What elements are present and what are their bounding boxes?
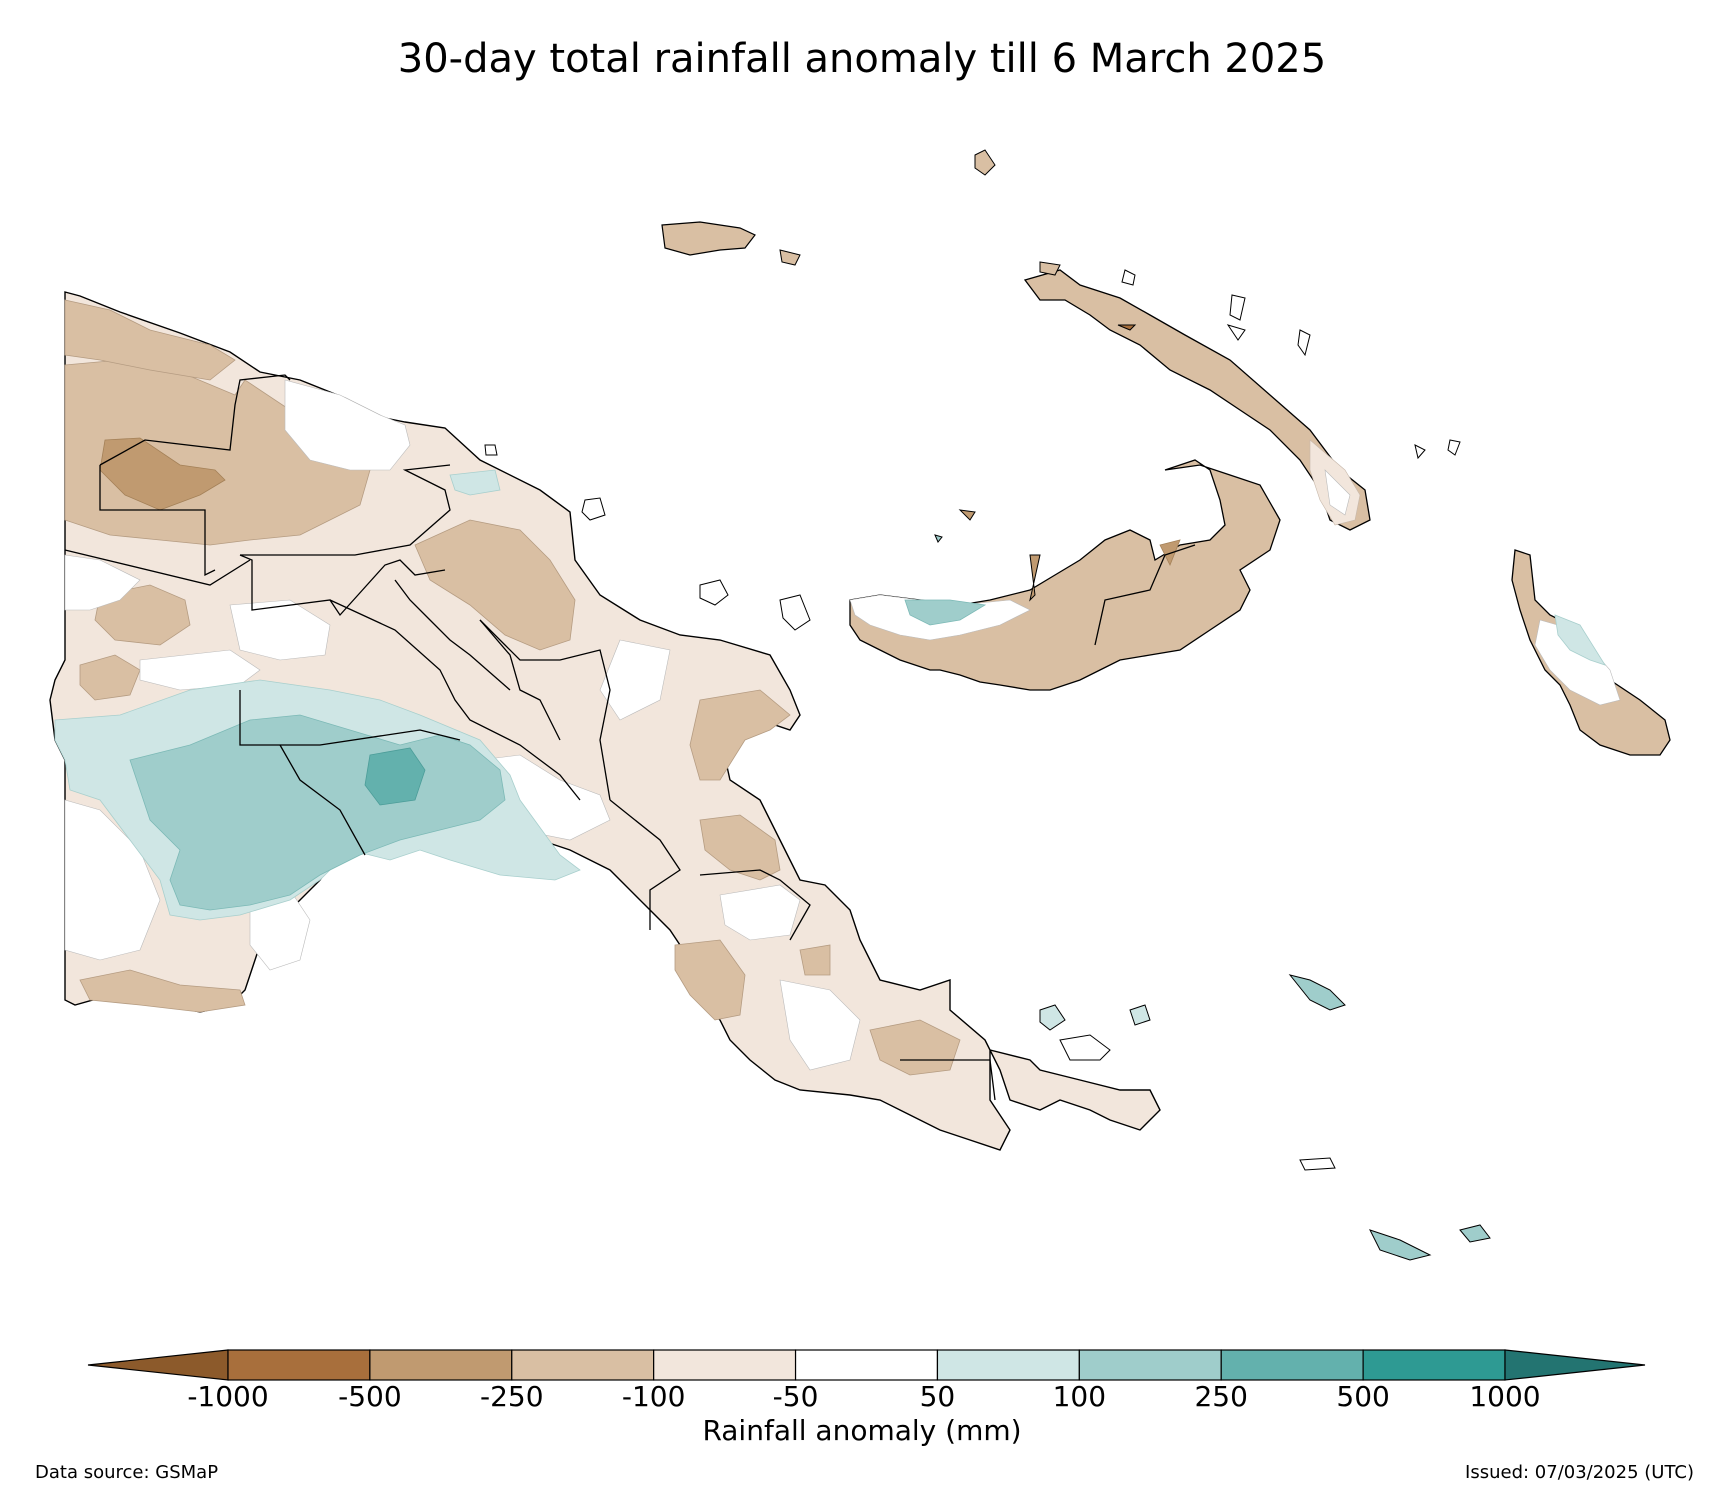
colorbar-tick-label: -500	[338, 1380, 402, 1413]
province-boundaries	[64, 374, 996, 1101]
bougainville	[1511, 549, 1671, 756]
colorbar-bin	[936, 1349, 1080, 1381]
colorbar-bin	[227, 1349, 371, 1381]
colorbar-tick-label: -1000	[187, 1380, 269, 1413]
new-ireland	[1023, 269, 1371, 531]
colorbar-tick-label: 50	[919, 1380, 956, 1413]
new-britain	[849, 459, 1281, 691]
colorbar-tick-label: 250	[1194, 1380, 1248, 1413]
colorbar-tick-label: 500	[1336, 1380, 1390, 1413]
mainland	[49, 291, 1161, 1151]
colorbar-bin	[1220, 1349, 1364, 1381]
colorbar-tick-label: 100	[1052, 1380, 1107, 1413]
colorbar-bin	[653, 1349, 797, 1381]
colorbar-extend-high	[1504, 1349, 1646, 1381]
issued-date: Issued: 07/03/2025 (UTC)	[1465, 1462, 1694, 1483]
colorbar-bin	[511, 1349, 655, 1381]
map-title: 30-day total rainfall anomaly till 6 Mar…	[397, 36, 1327, 82]
rainfall-anomaly-map	[49, 149, 1671, 1261]
data-source-note: Data source: GSMaP	[35, 1462, 219, 1483]
colorbar-label: Rainfall anomaly (mm)	[702, 1414, 1022, 1447]
colorbar-bin	[1078, 1349, 1222, 1381]
colorbar-tick-label: -250	[479, 1380, 544, 1413]
colorbar-bin	[1362, 1349, 1506, 1381]
manus-island	[661, 221, 801, 266]
small-islands	[484, 149, 1491, 1261]
colorbar-tick-label: -50	[772, 1380, 819, 1413]
colorbar-bin	[369, 1349, 513, 1381]
colorbar-tick-label: 1000	[1469, 1380, 1541, 1413]
colorbar-tick-label: -100	[621, 1380, 686, 1413]
colorbar-extend-low	[87, 1349, 229, 1381]
colorbar-bin	[794, 1349, 939, 1381]
